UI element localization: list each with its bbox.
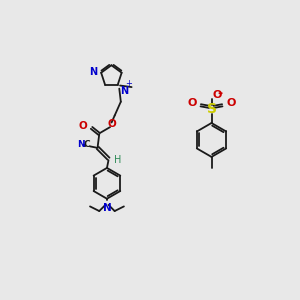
Text: N: N [120, 86, 128, 96]
Text: O: O [107, 119, 116, 129]
Text: N: N [77, 140, 85, 149]
Text: N: N [103, 202, 111, 213]
Text: -: - [218, 87, 223, 100]
Text: O: O [188, 98, 197, 108]
Text: C: C [84, 140, 90, 149]
Text: O: O [226, 98, 236, 108]
Text: S: S [206, 102, 217, 116]
Text: H: H [114, 155, 121, 165]
Text: O: O [212, 90, 222, 100]
Text: N: N [89, 67, 97, 77]
Text: +: + [125, 80, 131, 88]
Text: O: O [79, 121, 88, 131]
